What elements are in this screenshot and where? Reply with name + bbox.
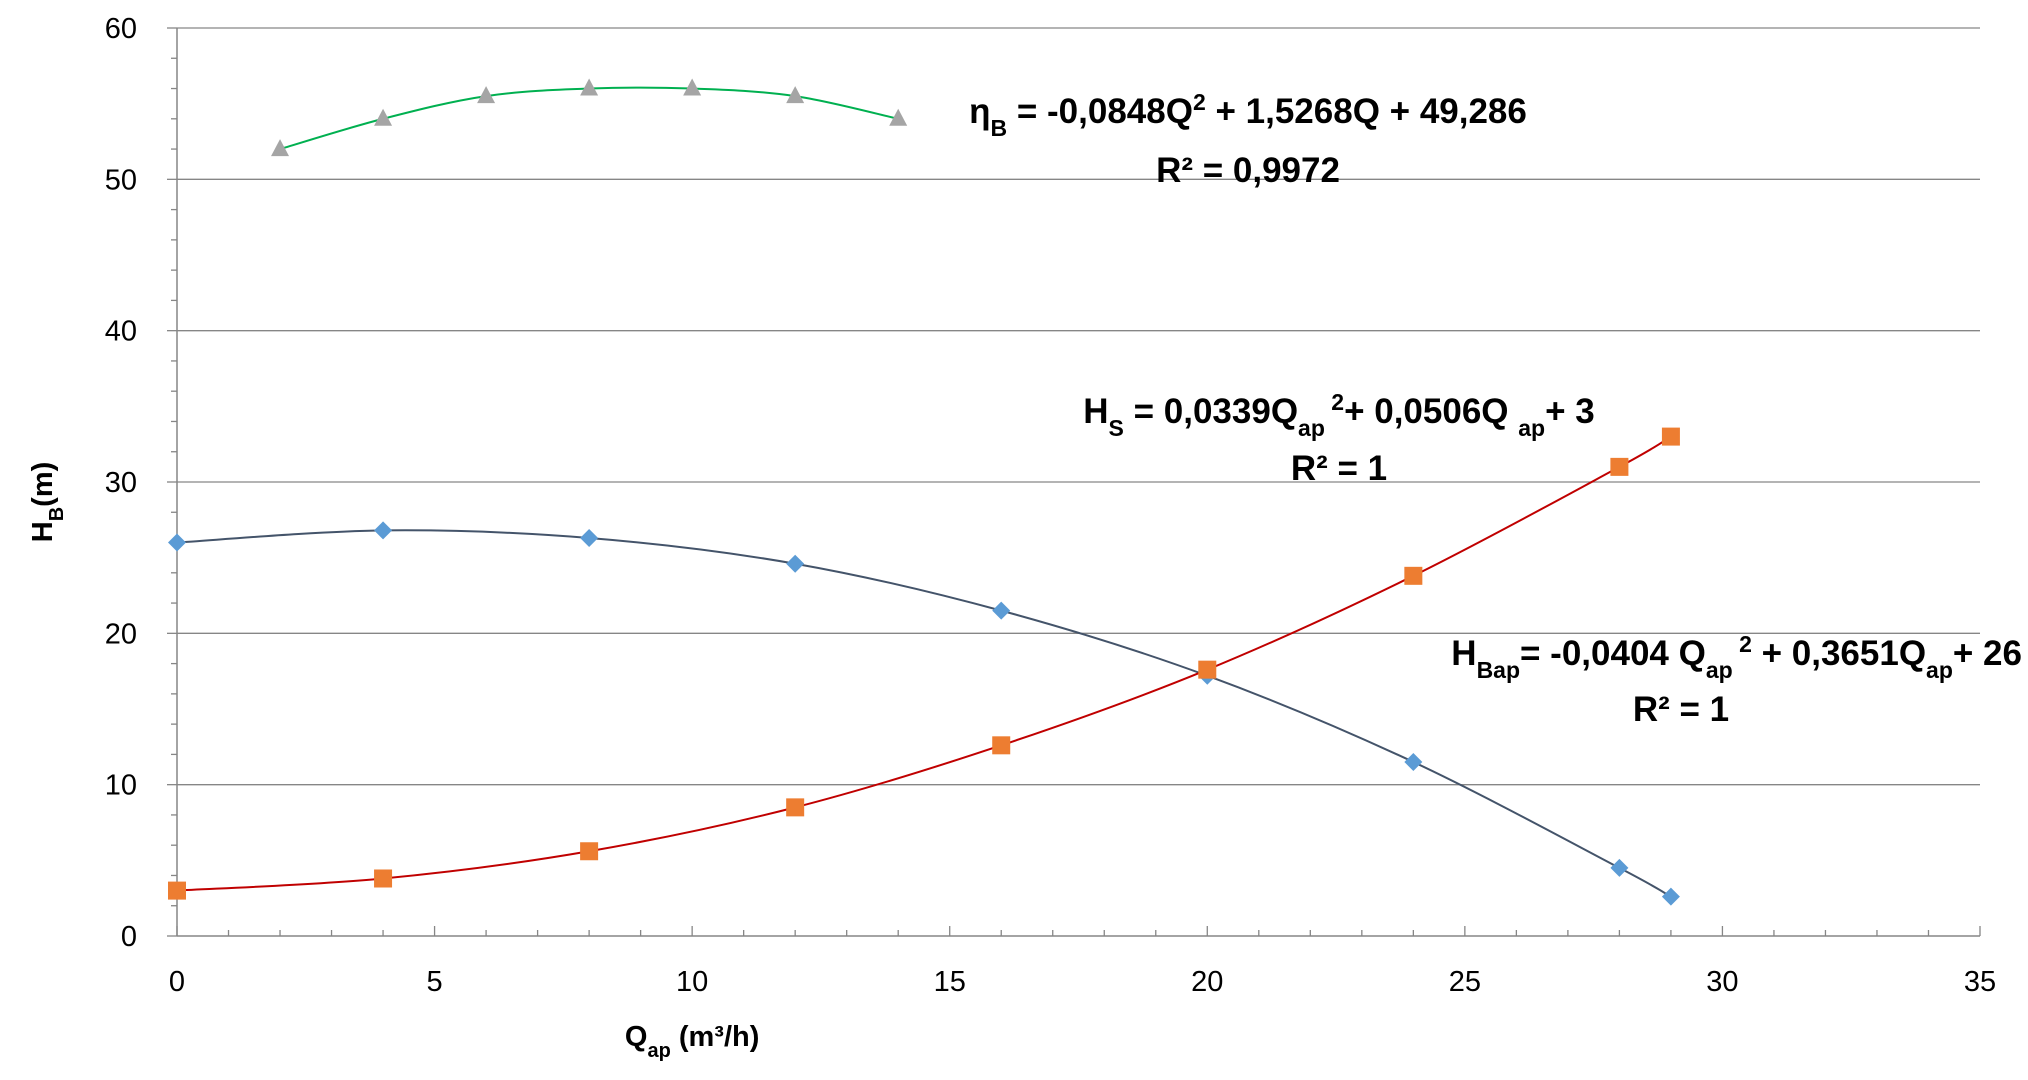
y-tick-label: 50 (105, 164, 137, 196)
text-part: (m) (27, 462, 59, 507)
text-part: R² = 1 (1633, 690, 1729, 729)
text-part: ap (1926, 657, 1953, 683)
text-part: ap (1518, 415, 1545, 441)
y-axis-title: HB(m) (27, 462, 68, 543)
equation: ηB = -0,0848Q2 + 1,5268Q + 49,286 (969, 89, 1527, 141)
text-part: H (27, 521, 59, 542)
text-part: + 0,0506Q (1344, 392, 1518, 431)
x-tick-label: 35 (1964, 966, 1996, 998)
text-part: R² = 1 (1291, 449, 1387, 488)
x-tick-label: 20 (1191, 966, 1223, 998)
marker (786, 798, 805, 817)
text-part: B (46, 507, 68, 521)
marker (1198, 660, 1217, 679)
text-part: η (969, 92, 990, 131)
y-tick-label: 40 (105, 316, 137, 348)
text-part: Q (625, 1021, 648, 1053)
marker (683, 78, 702, 96)
text-part: ap (1706, 657, 1733, 683)
marker (580, 842, 599, 861)
text-part: (m³/h) (671, 1021, 760, 1053)
text-part: = -0,0404 Q (1520, 634, 1706, 673)
x-tick-label: 25 (1449, 966, 1481, 998)
equation: R² = 1 (1633, 690, 1729, 729)
equation: R² = 0,9972 (1156, 151, 1340, 190)
y-tick-label: 0 (121, 921, 137, 953)
y-tick-label: 10 (105, 770, 137, 802)
marker (1610, 858, 1629, 877)
text-part: 2 (1193, 89, 1206, 115)
marker (374, 108, 393, 126)
text-part: + 1,5268Q + 49,286 (1206, 92, 1527, 131)
marker (1661, 887, 1680, 906)
text-part: H (1083, 392, 1108, 431)
marker (168, 533, 186, 552)
text-part: + 26 (1953, 634, 2022, 673)
text-part: = 0,0339Q (1124, 392, 1298, 431)
marker (786, 554, 805, 573)
equation: R² = 1 (1291, 449, 1387, 488)
marker (1610, 457, 1629, 476)
text-part: ap (647, 1040, 670, 1062)
text-part: 2 (1325, 389, 1344, 415)
marker (374, 521, 393, 540)
marker (992, 601, 1011, 620)
trendline (176, 529, 1672, 898)
marker (1404, 752, 1423, 771)
marker (1404, 566, 1423, 585)
marker (477, 86, 496, 104)
marker (580, 528, 599, 547)
text-part: S (1109, 415, 1124, 441)
text-part: Bap (1477, 657, 1520, 683)
marker (168, 881, 186, 900)
marker (271, 139, 290, 157)
x-tick-label: 15 (934, 966, 966, 998)
marker (580, 78, 599, 96)
x-axis-title: Qap (m³/h) (625, 1021, 760, 1062)
text-part: + 0,3651Q (1752, 634, 1926, 673)
x-tick-label: 30 (1706, 966, 1738, 998)
x-tick-label: 0 (169, 966, 185, 998)
x-tick-label: 5 (427, 966, 443, 998)
marker (786, 86, 805, 104)
y-tick-label: 60 (105, 13, 137, 45)
text-part: + 3 (1545, 392, 1595, 431)
trendline (176, 435, 1672, 892)
text-part: H (1451, 634, 1476, 673)
equation: HBap= -0,0404 Qap 2 + 0,3651Qap+ 26 (1451, 631, 2022, 683)
y-tick-label: 20 (105, 618, 137, 650)
marker (374, 869, 393, 888)
y-tick-label: 30 (105, 467, 137, 499)
marker (992, 736, 1011, 755)
text-part: ap (1298, 415, 1325, 441)
equation: HS = 0,0339Qap 2+ 0,0506Q ap+ 3 (1083, 389, 1594, 441)
marker (889, 108, 908, 126)
marker (1661, 427, 1680, 446)
text-part: B (991, 115, 1008, 141)
text-part: 2 (1733, 631, 1752, 657)
x-tick-label: 10 (676, 966, 708, 998)
text-part: = -0,0848Q (1007, 92, 1193, 131)
text-part: R² = 0,9972 (1156, 151, 1340, 190)
